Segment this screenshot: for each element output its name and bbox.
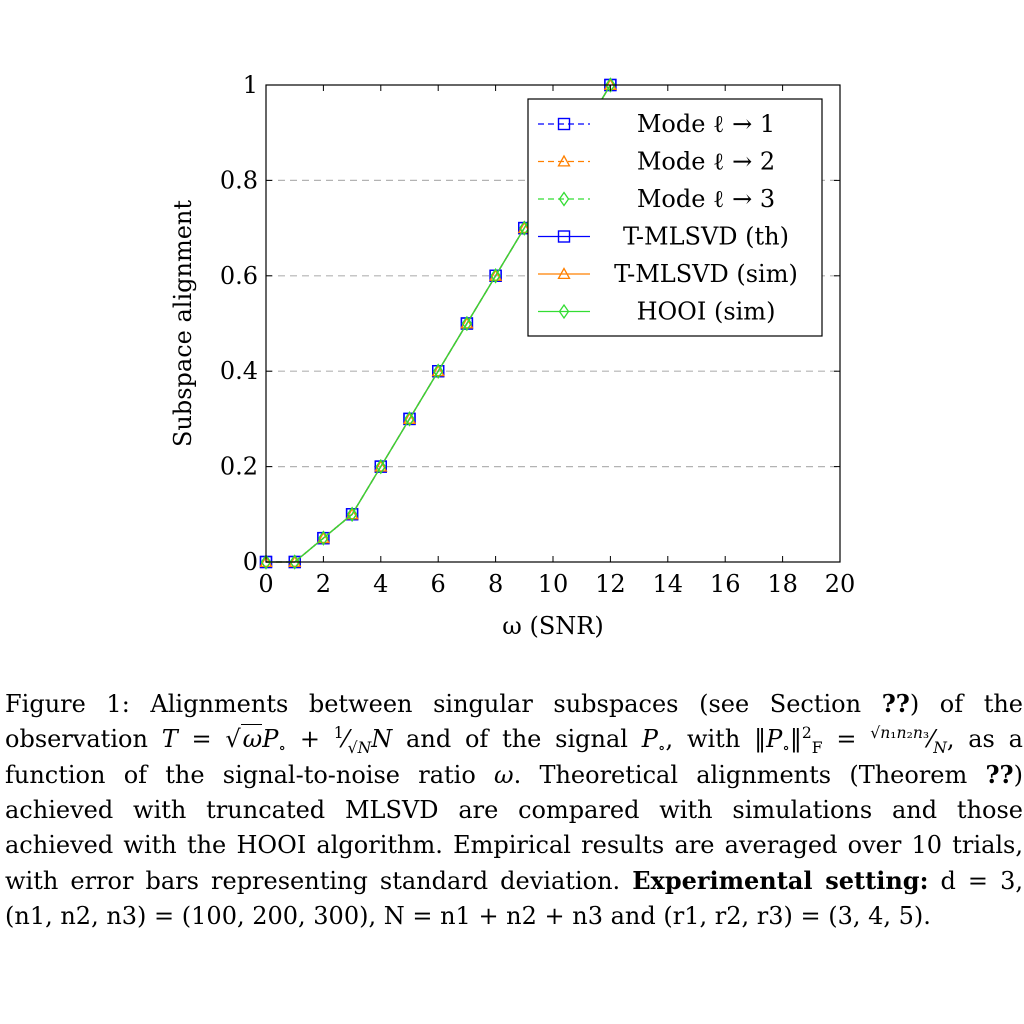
- legend-marker: [558, 303, 570, 320]
- caption-text-4: , with: [665, 725, 741, 753]
- y-axis-label: Subspace alignment: [169, 200, 197, 447]
- signal-symbol: P∘: [641, 725, 666, 757]
- legend-label: T-MLSVD (th): [623, 223, 789, 251]
- setting-text: d = 3, (n1, n2, n3) = (100, 200, 300), N…: [5, 867, 1023, 930]
- caption-text-5: , as a function of the signal-to-noise r…: [5, 725, 1023, 789]
- legend-entry: Mode ℓ → 1: [538, 110, 775, 138]
- legend-label: Mode ℓ → 3: [637, 185, 775, 213]
- data-point: [461, 315, 473, 332]
- omega-symbol: ω: [494, 761, 514, 789]
- chart: 00.20.40.60.810 2 4 6 8 10 12 14 16 18 20 ω (SNR) …: [169, 71, 855, 640]
- legend-entry: HOOI (sim): [538, 298, 775, 326]
- data-point: [517, 221, 531, 234]
- figure-caption: Figure 1: Alignments between singular su…: [5, 686, 1023, 934]
- legend-box: [527, 98, 823, 337]
- data-point: [404, 411, 415, 427]
- y-tick-label: 1: [243, 71, 258, 99]
- legend-entry: Mode ℓ → 2: [538, 148, 775, 176]
- caption-text-3: and of the signal: [406, 725, 628, 753]
- observation-formula: T = √ωP∘ + 1⁄√NN: [161, 724, 393, 757]
- x-tick-label: 4: [373, 570, 388, 598]
- legend-label: HOOI (sim): [637, 298, 776, 326]
- x-axis-label: ω (SNR): [502, 612, 603, 640]
- x-tick-label: 2: [316, 570, 331, 598]
- y-tick-label: 0.6: [220, 262, 258, 290]
- data-point: [318, 530, 329, 546]
- legend-marker: [557, 230, 571, 243]
- data-point: [375, 458, 387, 475]
- caption-text-7: ) achieved with truncated MLSVD are comp…: [5, 761, 1023, 895]
- legend-marker: [557, 117, 571, 131]
- data-point: [260, 554, 272, 570]
- legend-marker: [557, 154, 571, 167]
- y-tick-label: 0.4: [220, 357, 258, 385]
- legend-label: T-MLSVD (sim): [614, 260, 798, 288]
- x-tick-label: 10: [538, 570, 569, 598]
- caption-text-1: Alignments between singular subspaces (s…: [150, 690, 862, 718]
- legend-entry: Mode ℓ → 3: [538, 185, 775, 213]
- legend-marker: [558, 191, 570, 207]
- data-point: [488, 268, 503, 281]
- data-point: [289, 554, 300, 570]
- data-point: [460, 316, 474, 329]
- data-point: [345, 507, 359, 520]
- caption-text-2: ) of the observation: [5, 690, 1024, 753]
- data-point: [346, 506, 358, 522]
- y-tick-label: 0.2: [220, 453, 258, 481]
- data-point: [519, 220, 530, 236]
- axis-ticks: 00.20.40.60.810 2 4 6 8 10 12 14 16 18 20: [220, 71, 855, 598]
- data-point: [374, 459, 388, 472]
- data-point: [432, 363, 444, 379]
- y-tick-label: 0: [243, 548, 258, 576]
- data-point: [605, 77, 616, 93]
- x-tick-label: 12: [595, 570, 626, 598]
- setting-label: Experimental setting:: [632, 866, 929, 895]
- legend-label: Mode ℓ → 2: [637, 148, 775, 176]
- x-tick-label: 16: [710, 570, 741, 598]
- caption-label: Figure 1:: [5, 690, 130, 718]
- theorem-ref: ??: [985, 760, 1014, 789]
- data-point: [402, 412, 417, 424]
- legend-marker: [557, 267, 571, 280]
- legend-label: Mode ℓ → 1: [637, 110, 775, 138]
- data-point: [316, 531, 331, 544]
- x-tick-label: 14: [653, 570, 684, 598]
- legend-entry: T-MLSVD (th): [538, 223, 789, 251]
- x-tick-label: 20: [825, 570, 856, 598]
- data-point: [431, 364, 445, 377]
- x-tick-label: 18: [767, 570, 798, 598]
- section-ref: ??: [881, 689, 910, 718]
- legend-entry: T-MLSVD (sim): [538, 260, 798, 288]
- caption-text-6: . Theoretical alignments (Theorem: [513, 761, 968, 789]
- x-tick-label: 0: [258, 570, 273, 598]
- x-tick-label: 6: [431, 570, 446, 598]
- y-tick-label: 0.8: [220, 166, 258, 194]
- legend: Mode ℓ → 1 Mode ℓ → 2 Mode ℓ → 3 T-MLSVD (t…: [527, 98, 823, 337]
- x-tick-label: 8: [488, 570, 503, 598]
- data-point: [490, 268, 501, 284]
- norm-formula: ‖P∘‖2F = √n₁n₂n₃⁄N: [754, 724, 947, 757]
